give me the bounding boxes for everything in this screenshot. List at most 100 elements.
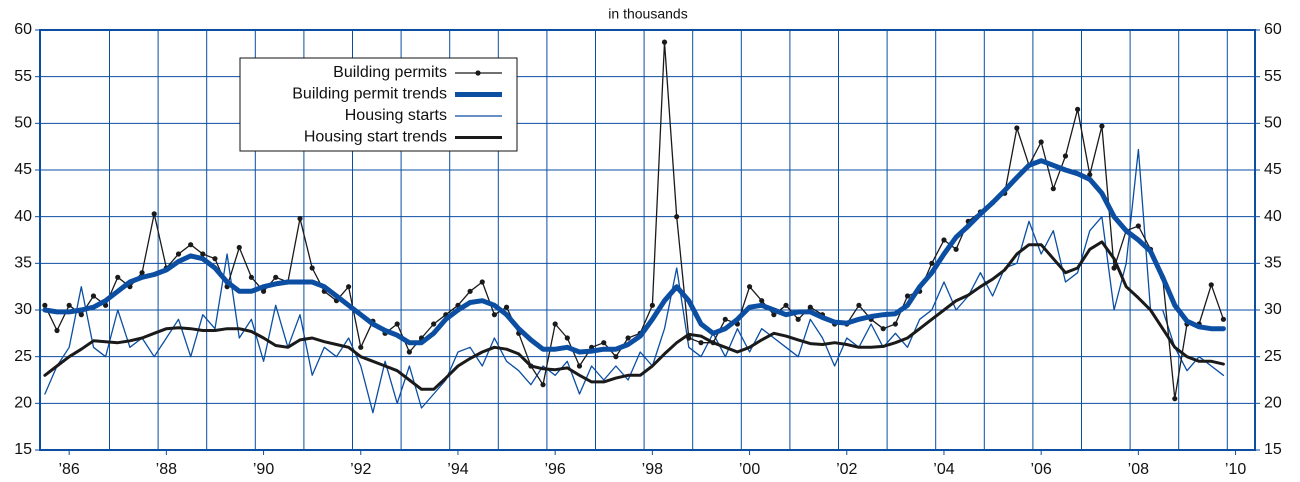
x-tick-label: ’94 bbox=[447, 461, 468, 478]
x-tick-label: ’88 bbox=[156, 461, 177, 478]
point bbox=[698, 340, 704, 346]
point bbox=[151, 211, 157, 217]
point bbox=[358, 344, 364, 350]
point bbox=[1014, 125, 1020, 131]
y2-tick-label: 55 bbox=[1264, 68, 1282, 85]
point bbox=[479, 279, 485, 285]
y2-tick-label: 35 bbox=[1264, 255, 1282, 272]
legend-label: Housing start trends bbox=[304, 129, 447, 146]
point bbox=[1075, 106, 1081, 112]
x-tick-label: ’98 bbox=[642, 461, 663, 478]
point bbox=[759, 298, 765, 304]
point bbox=[856, 302, 862, 308]
point bbox=[904, 293, 911, 299]
point bbox=[212, 256, 218, 262]
x-tick-label: ’90 bbox=[253, 461, 274, 478]
point bbox=[1050, 186, 1056, 192]
point bbox=[1111, 265, 1117, 271]
point bbox=[188, 242, 194, 248]
point bbox=[722, 316, 728, 322]
point bbox=[540, 382, 546, 388]
y-tick-label: 15 bbox=[14, 441, 32, 458]
point bbox=[431, 321, 437, 327]
y2-tick-label: 45 bbox=[1264, 161, 1282, 178]
y2-tick-label: 60 bbox=[1264, 21, 1282, 38]
y-tick-label: 50 bbox=[14, 115, 32, 132]
point bbox=[1172, 396, 1178, 402]
legend-marker bbox=[475, 70, 481, 76]
series-line bbox=[43, 240, 1225, 391]
point bbox=[467, 288, 473, 294]
y2-tick-label: 50 bbox=[1264, 115, 1282, 132]
point bbox=[346, 284, 352, 290]
y-tick-label: 60 bbox=[14, 21, 32, 38]
y-tick-label: 30 bbox=[14, 301, 32, 318]
point bbox=[807, 304, 813, 310]
legend-label: Building permit trends bbox=[292, 86, 447, 103]
y2-tick-label: 30 bbox=[1264, 301, 1282, 318]
y-tick-label: 55 bbox=[14, 68, 32, 85]
point bbox=[564, 335, 570, 341]
legend-label: Building permits bbox=[333, 64, 447, 81]
chart-title: in thousands bbox=[608, 6, 687, 22]
point bbox=[491, 312, 498, 318]
y-tick-label: 35 bbox=[14, 255, 32, 272]
point bbox=[309, 265, 315, 271]
point bbox=[78, 312, 84, 318]
point bbox=[90, 293, 97, 299]
point bbox=[625, 335, 631, 341]
y-tick-label: 25 bbox=[14, 348, 32, 365]
point bbox=[54, 327, 60, 334]
point bbox=[406, 349, 412, 355]
x-tick-label: ’04 bbox=[933, 461, 954, 478]
point bbox=[200, 251, 206, 257]
point bbox=[1135, 223, 1141, 229]
point bbox=[953, 246, 959, 252]
legend: Building permits Building permit trends Ho… bbox=[239, 57, 518, 152]
point bbox=[892, 321, 898, 327]
point bbox=[795, 316, 801, 322]
x-tick-label: ’86 bbox=[58, 461, 79, 478]
series-line bbox=[44, 41, 1225, 400]
point bbox=[783, 302, 789, 308]
point bbox=[260, 288, 267, 294]
y2-tick-label: 25 bbox=[1264, 348, 1282, 365]
point bbox=[248, 274, 255, 280]
point bbox=[601, 340, 607, 346]
x-tick-label: ’08 bbox=[1128, 461, 1149, 478]
point bbox=[115, 274, 121, 280]
point bbox=[139, 270, 145, 276]
point bbox=[1099, 123, 1105, 129]
point bbox=[503, 304, 510, 310]
y-tick-label: 20 bbox=[14, 395, 32, 412]
point bbox=[674, 214, 680, 220]
point bbox=[273, 274, 279, 280]
point bbox=[771, 312, 777, 318]
point bbox=[394, 321, 400, 327]
plot-background bbox=[40, 30, 1255, 450]
point bbox=[746, 284, 753, 290]
y-tick-label: 40 bbox=[14, 208, 32, 225]
y2-tick-label: 40 bbox=[1264, 208, 1282, 225]
plot-frame bbox=[39, 29, 1256, 451]
x-tick-label: ’96 bbox=[544, 461, 565, 478]
x-tick-label: ’92 bbox=[350, 461, 371, 478]
point bbox=[1038, 139, 1044, 145]
x-tick-label: ’00 bbox=[739, 461, 760, 478]
point bbox=[613, 354, 619, 360]
point bbox=[1062, 153, 1069, 159]
y2-tick-label: 15 bbox=[1264, 441, 1282, 458]
x-tick-label: ’06 bbox=[1030, 461, 1051, 478]
point bbox=[236, 244, 242, 251]
point bbox=[552, 321, 558, 327]
y-tick-label: 45 bbox=[14, 161, 32, 178]
point bbox=[576, 363, 583, 369]
point bbox=[297, 215, 303, 222]
point bbox=[66, 302, 72, 308]
point bbox=[929, 260, 935, 266]
point bbox=[661, 39, 668, 45]
series-line bbox=[42, 158, 1226, 355]
point bbox=[175, 251, 182, 257]
x-tick-label: ’10 bbox=[1225, 461, 1246, 478]
